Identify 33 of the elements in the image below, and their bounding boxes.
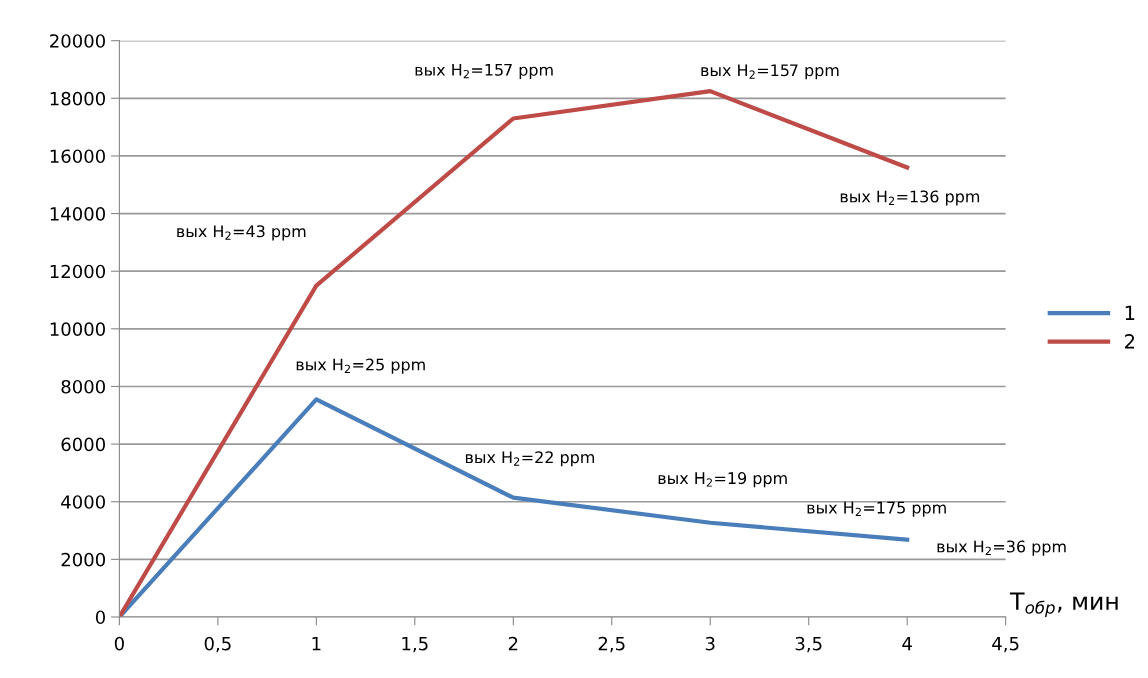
x-tick-label: 2,5 [598,636,625,653]
y-tick-label: 10000 [50,322,105,336]
annotation: вых H$_{2}$=175 ppm [807,501,946,517]
annotation: вых H$_{2}$=157 ppm [415,63,553,79]
y-tick-label: 6000 [61,437,105,452]
annotation: вых H$_{2}$=19 ppm [658,472,787,488]
y-tick-label: 0 [95,610,105,625]
annotation: вых H$_{2}$=22 ppm [465,451,594,467]
y-tick-label: 14000 [50,207,105,221]
x-tick-label: 1,5 [402,636,428,653]
x-tick-label: 0 [114,636,124,651]
legend-label: 2 [1125,334,1135,349]
x-tick-label: 1 [312,636,321,651]
x-tick-label: 3 [705,636,715,651]
legend-label: 1 [1125,305,1135,320]
y-tick-label: 4000 [61,495,105,509]
annotation: вых H$_{2}$=43 ppm [177,225,306,241]
x-tick-label: 3,5 [795,636,822,653]
y-tick-label: 16000 [50,149,105,164]
x-tick-label: 4,5 [992,636,1019,653]
annotation: вых H$_{2}$=157 ppm [701,64,839,80]
annotation: вых H$_{2}$=36 ppm [937,540,1066,556]
y-tick-label: 12000 [50,264,105,279]
annotation: вых H$_{2}$=136 ppm [840,190,980,206]
annotation: вых H$_{2}$=25 ppm [296,358,425,374]
x-tick-label: 4 [902,636,912,651]
x-tick-label: 0,5 [204,636,231,653]
y-tick-label: 2000 [61,552,105,567]
y-tick-label: 20000 [50,34,105,48]
y-tick-label: 8000 [61,379,105,394]
y-tick-label: 18000 [50,91,105,106]
x-axis-title: T$_{обр}$, мин [1010,592,1118,617]
x-tick-label: 2 [508,636,518,651]
